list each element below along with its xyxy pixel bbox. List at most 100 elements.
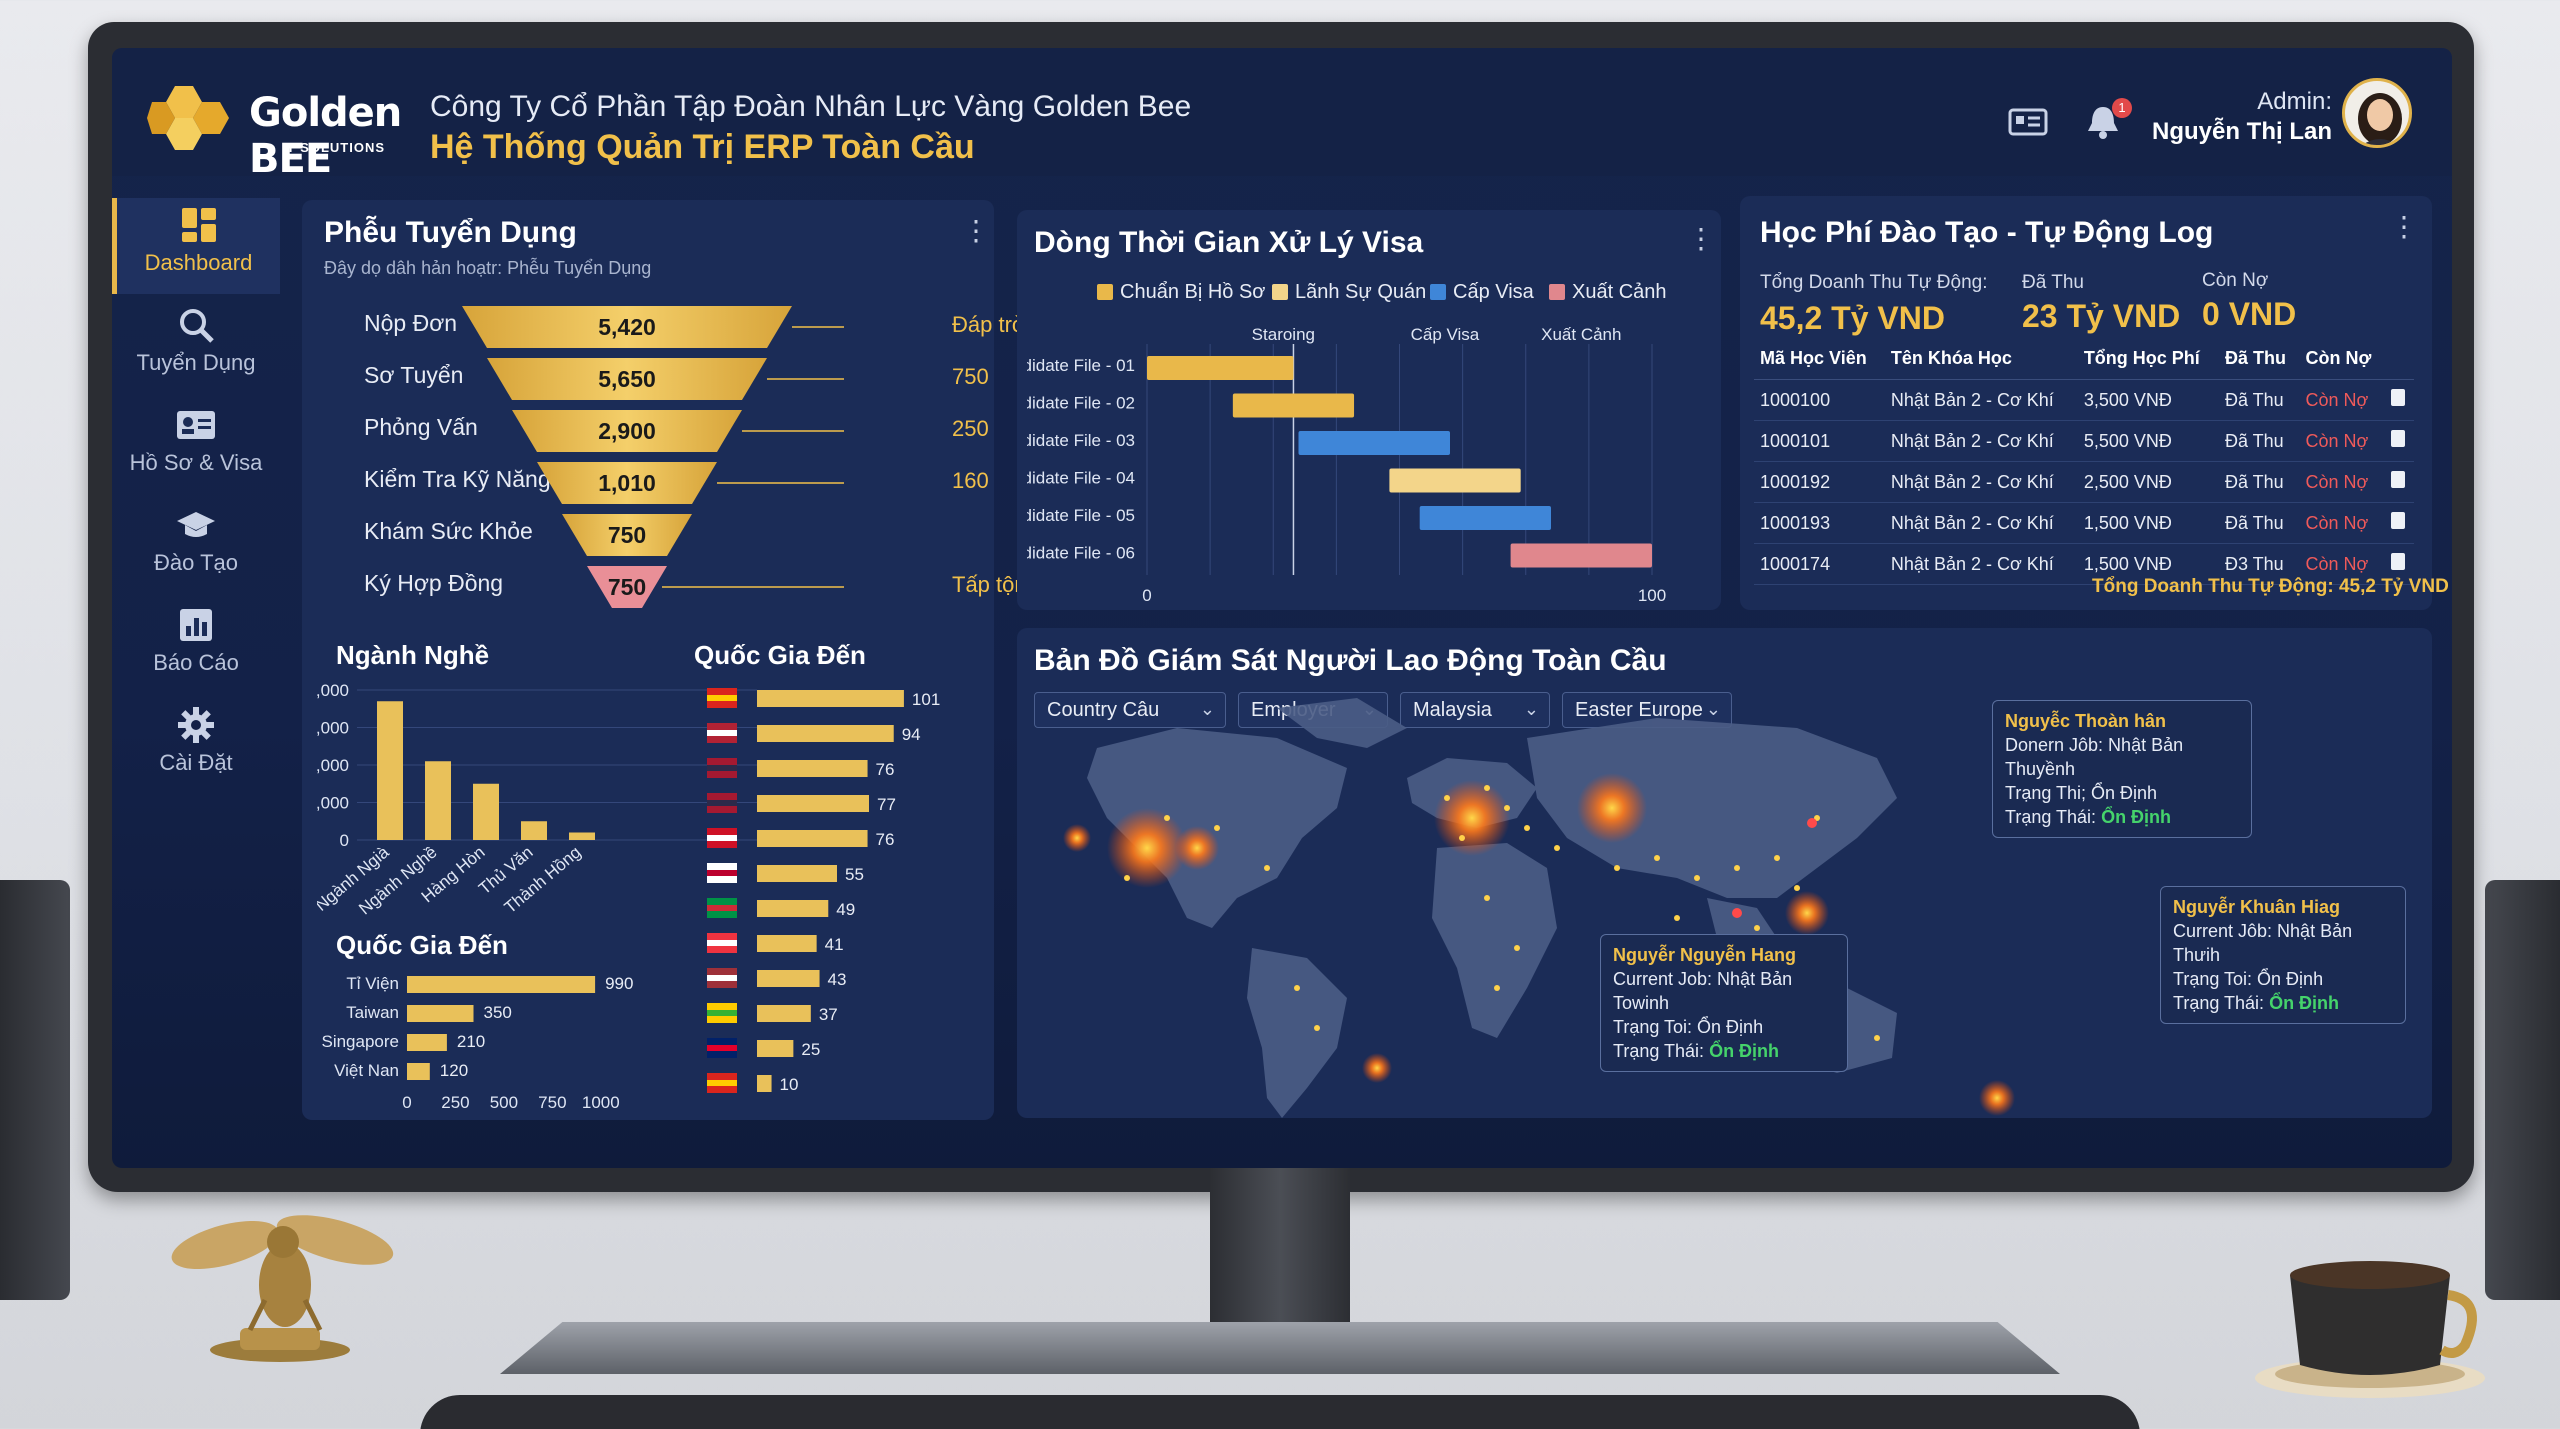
- bar: [757, 1075, 772, 1092]
- desk-edge: [420, 1395, 2140, 1429]
- paid-status: Đã Thu: [2218, 502, 2300, 544]
- owed-status: Còn Nợ: [2299, 420, 2386, 462]
- table-row[interactable]: 1000193 Nhật Bản 2 - Cơ Khí 1,500 VNĐ Đã…: [1754, 502, 2414, 544]
- chevron-down-icon: ⌄: [1199, 699, 1215, 719]
- document-icon[interactable]: [2391, 512, 2406, 529]
- admin-name[interactable]: Nguyễn Thị Lan: [2152, 118, 2332, 145]
- visa-menu-icon[interactable]: ⋮: [1687, 223, 1715, 254]
- row-action[interactable]: [2385, 502, 2414, 544]
- bar-value-label: 120: [440, 1061, 468, 1080]
- company-logo: Golden BEE IT SOLUTIONS: [147, 78, 402, 182]
- sidebar-item-reports[interactable]: Báo Cáo: [112, 598, 280, 694]
- screen: Golden BEE IT SOLUTIONS Công Ty Cổ Phần …: [112, 48, 2452, 1168]
- funnel-value: 2,900: [598, 418, 656, 444]
- funnel-chart: 5,420 5,650 2,900 1,010 750 750: [462, 306, 844, 608]
- monitor-stand-base: [500, 1322, 2060, 1374]
- sidebar-item-label: Đào Tạo: [154, 550, 238, 575]
- funnel-stage-label: Sơ Tuyển: [364, 362, 464, 388]
- bar: [757, 795, 869, 812]
- bell-icon[interactable]: [2082, 104, 2124, 140]
- avatar[interactable]: [2342, 78, 2412, 148]
- country-flag-stripe: [707, 975, 737, 981]
- sidebar-item-visa[interactable]: Hồ Sơ & Visa: [112, 398, 280, 494]
- column-header[interactable]: Mã Học Viên: [1754, 348, 1885, 380]
- tuition-menu-icon[interactable]: ⋮: [2390, 211, 2418, 242]
- funnel-stage-label: Phỏng Vấn: [364, 414, 478, 440]
- country-flag-stripe: [707, 1045, 737, 1051]
- notification-badge: 1: [2112, 98, 2132, 118]
- country-flag-stripe: [707, 800, 737, 806]
- total-fee: 1,500 VNĐ: [2077, 502, 2219, 544]
- country-flag-stripe: [707, 765, 737, 771]
- table-row[interactable]: 1000101 Nhật Bản 2 - Cơ Khí 5,500 VNĐ Đã…: [1754, 420, 2414, 462]
- table-row[interactable]: 1000100 Nhật Bản 2 - Cơ Khí 3,500 VNĐ Đã…: [1754, 379, 2414, 421]
- sidebar-item-training[interactable]: Đào Tạo: [112, 498, 280, 594]
- sidebar-item-label: Dashboard: [144, 250, 253, 275]
- total-fee: 1,500 VNĐ: [2077, 543, 2219, 585]
- funnel-stage-label: Nộp Đơn: [364, 310, 458, 336]
- bar: [377, 701, 403, 840]
- funnel-stage-label: Kiểm Tra Kỹ Năng: [364, 466, 551, 492]
- visa-timeline-title: Dòng Thời Gian Xử Lý Visa: [1034, 226, 1424, 259]
- bar: [473, 783, 499, 840]
- sidebar-item-label: Cài Đặt: [159, 750, 233, 775]
- kpi-value: 23 Tỷ VND: [2022, 298, 2181, 334]
- funnel-side-label: 250: [952, 416, 989, 441]
- funnel-title: Phễu Tuyển Dụng: [324, 216, 577, 249]
- kpi-label: Đã Thu: [2022, 272, 2084, 293]
- sidebar-item-label: Báo Cáo: [153, 650, 239, 675]
- row-action[interactable]: [2385, 379, 2414, 421]
- document-icon[interactable]: [2391, 471, 2406, 488]
- bar: [757, 725, 894, 742]
- message-card-icon[interactable]: [2007, 104, 2049, 140]
- bar-value-label: 76: [876, 760, 895, 779]
- coffee-cup-decoration: [2255, 1261, 2485, 1398]
- column-header[interactable]: Tổng Học Phí: [2077, 348, 2219, 380]
- sidebar-item-dashboard[interactable]: Dashboard: [112, 198, 280, 294]
- column-header[interactable]: Tên Khóa Học: [1884, 348, 2078, 380]
- honeycomb-logo-icon: [147, 86, 229, 150]
- document-icon[interactable]: [2391, 389, 2406, 406]
- recruitment-panel: [302, 200, 994, 1120]
- funnel-menu-icon[interactable]: ⋮: [962, 215, 990, 246]
- table-row[interactable]: 1000174 Nhật Bản 2 - Cơ Khí 1,500 VNĐ Đ3…: [1754, 543, 2414, 585]
- bar-value-label: 41: [825, 935, 844, 954]
- task-label: Candidate File - 02: [1027, 394, 1135, 413]
- sidebar-item-recruitment[interactable]: Tuyển Dụng: [112, 298, 280, 394]
- column-header[interactable]: Còn Nợ: [2299, 348, 2386, 380]
- kpi-value: 0 VND: [2202, 296, 2297, 332]
- owed-status: Còn Nợ: [2299, 379, 2386, 421]
- bar-value-label: 350: [484, 1003, 512, 1022]
- funnel-subtitle: Đây dọ dâh hản hoạtr: Phễu Tuyển Dụng: [324, 258, 652, 278]
- sidebar-item-settings[interactable]: Cài Đặt: [112, 698, 280, 794]
- sidebar-item-label: Hồ Sơ & Visa: [129, 450, 263, 475]
- right-speaker: [2485, 880, 2560, 1300]
- document-icon[interactable]: [2391, 430, 2406, 447]
- country-flag-stripe: [707, 1080, 737, 1086]
- student-id: 1000174: [1754, 543, 1885, 585]
- column-header[interactable]: Đã Thu: [2218, 348, 2300, 380]
- student-id: 1000101: [1754, 420, 1885, 462]
- row-action[interactable]: [2385, 461, 2414, 503]
- funnel-side-label: 160: [952, 468, 989, 493]
- y-tick-label: 3,000: [317, 719, 349, 738]
- document-icon[interactable]: [2391, 553, 2406, 570]
- logo-tagline: IT SOLUTIONS: [282, 140, 385, 155]
- industry-chart-title: Ngành Nghề: [336, 640, 490, 670]
- filter-country-dropdown[interactable]: Country Câu ⌄: [1034, 692, 1226, 728]
- destination-bar-chart: Tỉ Viện 990 Taiwan 350 Singapore 210 Việt Nan 1…: [321, 974, 633, 1112]
- sidebar-item-label: Tuyển Dụng: [136, 350, 256, 375]
- filter-malaysia-dropdown[interactable]: Malaysia ⌄: [1400, 692, 1550, 728]
- bar: [757, 935, 817, 952]
- y-category-label: Singapore: [321, 1032, 399, 1051]
- y-tick-label: 4,000: [317, 681, 349, 700]
- country-flag-stripe: [707, 730, 737, 736]
- row-action[interactable]: [2385, 420, 2414, 462]
- top-bar: Golden BEE IT SOLUTIONS Công Ty Cổ Phần …: [112, 48, 2452, 182]
- table-row[interactable]: 1000192 Nhật Bản 2 - Cơ Khí 2,500 VNĐ Đã…: [1754, 461, 2414, 503]
- legend-item: Chuẩn Bị Hồ Sơ: [1097, 281, 1265, 304]
- row-action[interactable]: [2385, 543, 2414, 585]
- phase-label: Staroing: [1252, 325, 1315, 344]
- visa-gantt-chart: Staroing Cấp Visa Xuất Cảnh Candidate File …: [1027, 325, 1666, 605]
- bar: [757, 865, 837, 882]
